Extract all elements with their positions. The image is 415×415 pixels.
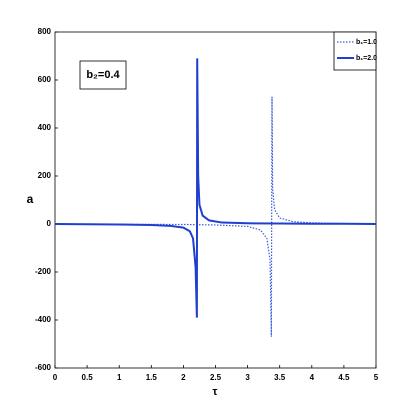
y-tick-label: -400 (35, 315, 52, 324)
y-tick-label: 0 (47, 219, 52, 228)
legend-label: b₁=2.0 (356, 55, 377, 62)
x-tick-label: 3 (245, 373, 250, 382)
y-axis-label: a (27, 192, 34, 206)
x-axis-label: τ (213, 386, 218, 398)
x-tick-label: 2 (181, 373, 186, 382)
x-tick-label: 1 (117, 373, 122, 382)
x-tick-label: 2.5 (210, 373, 222, 382)
y-tick-label: -200 (35, 267, 52, 276)
x-tick-label: 4.5 (338, 373, 350, 382)
y-tick-label: 600 (38, 75, 52, 84)
y-tick-label: -600 (35, 363, 52, 372)
x-tick-label: 4 (310, 373, 315, 382)
line-series (54, 58, 377, 318)
legend-box (333, 31, 377, 71)
annotation-box (79, 60, 127, 90)
x-tick-label: 1.5 (146, 373, 158, 382)
x-tick-label: 3.5 (274, 373, 286, 382)
y-tick-label: 400 (38, 123, 52, 132)
y-tick-label: 800 (38, 27, 52, 36)
x-tick-label: 0 (53, 373, 58, 382)
y-tick-label: 200 (38, 171, 52, 180)
x-tick-label: 5 (374, 373, 379, 382)
legend-label: b₁=1.0 (356, 39, 377, 46)
annotation: b₂=0.4 (86, 69, 120, 81)
line-series (54, 96, 377, 337)
x-tick-label: 0.5 (82, 373, 94, 382)
